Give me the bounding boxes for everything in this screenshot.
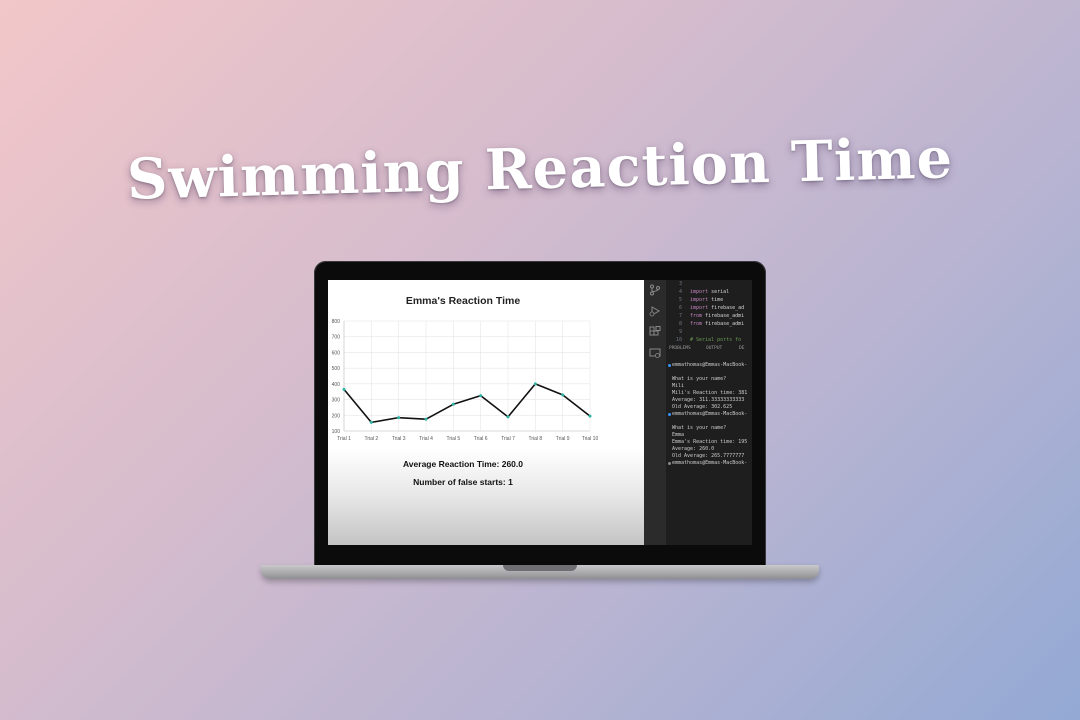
terminal-line: Emma [672,432,685,438]
y-tick-label: 600 [332,350,341,356]
data-point [479,394,483,398]
laptop-screen: Emma's Reaction Time 100 200 300 400 500 600 7… [328,280,752,545]
series-line [343,383,591,424]
remote-explorer-icon[interactable] [649,347,661,359]
code-line: 10 # Serial ports fo [666,336,741,342]
data-point [451,402,455,406]
x-tick-label: Trial 2 [364,436,378,442]
panel-tabs: PROBLEMS OUTPUT DE [666,344,752,354]
terminal-line: What is your name? [672,376,727,382]
y-tick-label: 300 [332,398,341,404]
data-point [506,415,510,419]
x-tick-label: Trial 6 [474,436,488,442]
average-reaction-time: Average Reaction Time: 260.0 [402,459,523,469]
code-area[interactable]: 3 4 import serial 5 import time 6 import fireb… [666,280,752,342]
terminal-line: What is your name? [672,425,727,431]
code-line: 6 import firebase_ad [666,304,744,312]
code-text: time [708,297,724,303]
data-point [561,393,565,397]
code-keyword: import [690,305,709,311]
data-point [369,420,373,424]
line-number: 8 [678,321,682,327]
data-point [424,417,428,421]
command-status-dot [668,413,671,416]
y-tick-label: 200 [332,413,341,419]
source-control-icon[interactable] [649,284,661,296]
x-tick-label: Trial 4 [419,436,433,442]
banner-title: Swimming Reaction Time [126,125,954,213]
code-line: 8 from firebase_admi [666,320,744,328]
activity-bar [644,280,666,545]
panel-tab-output[interactable]: OUTPUT [706,346,723,351]
terminal[interactable]: emmathomas@Emmas-MacBook- What is your na… [666,356,752,545]
terminal-line: Mili's Reaction time: 381 [672,390,748,396]
line-number: 3 [678,281,682,287]
code-text: firebase_admi [702,313,745,319]
terminal-line: emmathomas@Emmas-MacBook- [668,362,747,369]
y-tick-label: 800 [332,319,341,325]
x-tick-label: Trial 7 [501,436,515,442]
data-point [588,414,592,418]
y-tick-label: 700 [332,335,341,341]
y-tick-label: 400 [332,382,341,388]
terminal-line: Average: 311.33333333333 [672,397,745,403]
terminal-line: Old Average: 265.7777777 [672,453,745,459]
code-line: 7 from firebase_admi [666,312,744,320]
terminal-line: Mili [672,383,685,389]
panel-tab-de[interactable]: DE [739,346,745,351]
x-tick-label: Trial 10 [582,436,598,442]
line-number: 7 [678,313,682,319]
line-number: 10 [675,337,682,342]
code-keyword: import [690,297,709,303]
code-text: firebase_ad [708,305,745,311]
reaction-time-chart: 100 200 300 400 500 600 700 800 Trial 1 Trial 2 Tr… [332,319,598,442]
x-tick-label: Trial 1 [337,436,351,442]
extensions-icon[interactable] [649,326,661,338]
code-line: 3 [666,280,690,288]
code-keyword: from [690,321,703,327]
command-status-dot [668,364,671,367]
y-tick-label: 500 [332,366,341,372]
code-keyword: from [690,313,703,319]
terminal-line: Emma's Reaction time: 195 [672,439,748,445]
line-number: 4 [678,289,682,295]
code-text: firebase_admi [702,321,745,327]
run-debug-icon[interactable] [649,305,661,317]
code-editor: 3 4 import serial 5 import time 6 import fireb… [644,280,752,545]
data-point [397,416,401,420]
laptop: Emma's Reaction Time 100 200 300 400 500 600 7… [314,261,766,567]
panel-tab-problems[interactable]: PROBLEMS [669,346,691,351]
chart-title: Emma's Reaction Time [405,295,521,307]
line-number: 9 [678,329,682,335]
x-tick-label: Trial 8 [528,436,542,442]
command-status-dot [668,462,671,465]
code-text: serial [708,289,730,295]
code-line: 9 [666,328,690,336]
data-point [342,387,346,391]
browser-window: Emma's Reaction Time 100 200 300 400 500 600 7… [328,280,644,545]
line-number: 5 [678,297,682,303]
terminal-line: emmathomas@Emmas-MacBook- [668,411,747,418]
x-tick-label: Trial 3 [392,436,406,442]
laptop-notch [503,565,577,571]
y-tick-label: 100 [332,429,341,435]
code-text: # Serial ports fo [690,337,742,342]
x-tick-label: Trial 5 [446,436,460,442]
code-keyword: import [690,289,709,295]
false-starts-count: Number of false starts: 1 [413,477,513,487]
code-line: 4 import serial [666,288,729,296]
x-tick-label: Trial 9 [556,436,570,442]
terminal-line: Average: 260.0 [672,446,715,452]
terminal-line: Old Average: 302.625 [672,404,733,410]
data-point [533,382,537,386]
terminal-line: emmathomas@Emmas-MacBook- [668,460,747,467]
code-line: 5 import time [666,296,723,304]
line-number: 6 [678,305,682,311]
laptop-base [261,565,819,579]
